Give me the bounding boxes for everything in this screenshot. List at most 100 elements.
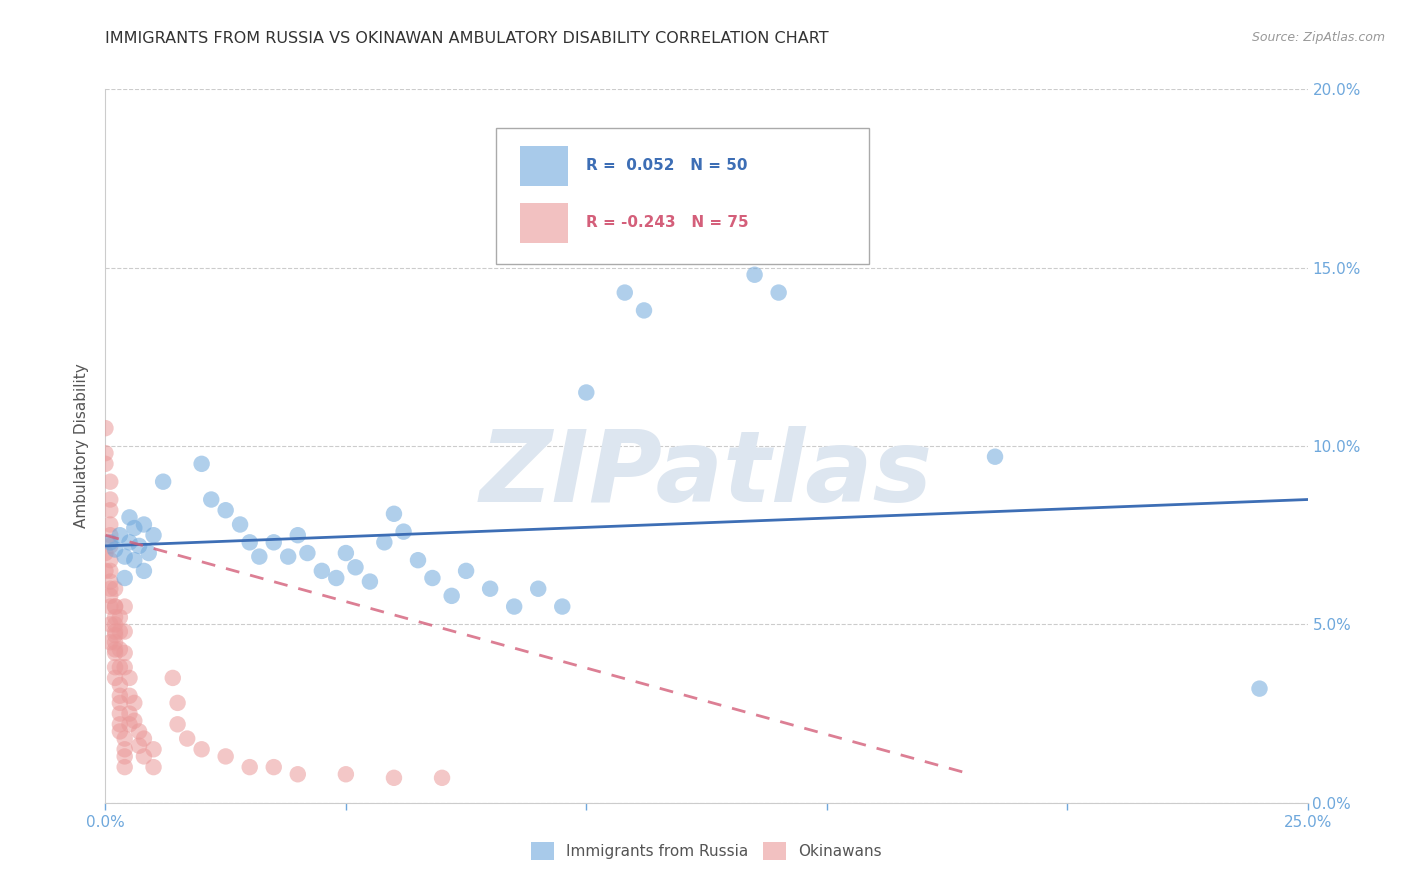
- Y-axis label: Ambulatory Disability: Ambulatory Disability: [75, 364, 90, 528]
- Point: [142, 528, 165, 542]
- Point: [104, 628, 127, 642]
- Point: [108, 660, 131, 674]
- Point: [104, 599, 127, 614]
- Point: [94, 446, 117, 460]
- Point: [479, 582, 502, 596]
- Point: [104, 635, 127, 649]
- Point: [287, 528, 309, 542]
- Point: [162, 671, 184, 685]
- Point: [344, 560, 367, 574]
- Point: [94, 421, 117, 435]
- Point: [118, 535, 141, 549]
- Point: [98, 535, 121, 549]
- Point: [104, 582, 127, 596]
- Point: [166, 717, 188, 731]
- Point: [108, 528, 131, 542]
- Point: [142, 760, 165, 774]
- Point: [176, 731, 198, 746]
- Point: [114, 624, 136, 639]
- Point: [311, 564, 333, 578]
- Point: [575, 385, 598, 400]
- Point: [744, 268, 766, 282]
- Point: [263, 760, 285, 774]
- Point: [98, 539, 121, 553]
- Point: [422, 571, 444, 585]
- Point: [392, 524, 415, 539]
- Point: [406, 553, 429, 567]
- Point: [1249, 681, 1271, 696]
- Point: [454, 564, 477, 578]
- Point: [768, 285, 790, 300]
- Point: [239, 760, 262, 774]
- Point: [98, 617, 121, 632]
- Point: [104, 671, 127, 685]
- Point: [373, 535, 395, 549]
- Point: [114, 742, 136, 756]
- Text: IMMIGRANTS FROM RUSSIA VS OKINAWAN AMBULATORY DISABILITY CORRELATION CHART: IMMIGRANTS FROM RUSSIA VS OKINAWAN AMBUL…: [105, 31, 830, 46]
- Legend: Immigrants from Russia, Okinawans: Immigrants from Russia, Okinawans: [524, 836, 889, 866]
- Point: [551, 599, 574, 614]
- Point: [98, 492, 121, 507]
- Point: [104, 617, 127, 632]
- Point: [124, 696, 146, 710]
- Point: [132, 749, 155, 764]
- Point: [98, 599, 121, 614]
- Point: [114, 549, 136, 564]
- Point: [118, 689, 141, 703]
- Point: [114, 599, 136, 614]
- Point: [98, 528, 121, 542]
- Point: [128, 724, 150, 739]
- Point: [239, 535, 262, 549]
- Point: [229, 517, 252, 532]
- Text: R =  0.052   N = 50: R = 0.052 N = 50: [586, 159, 748, 173]
- Point: [98, 574, 121, 589]
- Point: [98, 635, 121, 649]
- Point: [124, 521, 146, 535]
- Point: [108, 724, 131, 739]
- Point: [114, 646, 136, 660]
- Point: [335, 767, 357, 781]
- Point: [613, 285, 636, 300]
- Point: [108, 717, 131, 731]
- Point: [190, 742, 212, 756]
- Point: [132, 517, 155, 532]
- Point: [128, 539, 150, 553]
- Point: [98, 589, 121, 603]
- Point: [98, 553, 121, 567]
- Point: [132, 564, 155, 578]
- Point: [104, 646, 127, 660]
- Point: [108, 642, 131, 657]
- Point: [98, 564, 121, 578]
- Point: [214, 503, 236, 517]
- Point: [104, 542, 127, 557]
- Text: ZIPatlas: ZIPatlas: [479, 426, 934, 523]
- Point: [104, 624, 127, 639]
- Point: [108, 689, 131, 703]
- Point: [359, 574, 381, 589]
- Point: [166, 696, 188, 710]
- Text: Source: ZipAtlas.com: Source: ZipAtlas.com: [1251, 31, 1385, 45]
- Point: [104, 642, 127, 657]
- Point: [200, 492, 222, 507]
- Point: [527, 582, 550, 596]
- Point: [190, 457, 212, 471]
- Point: [98, 582, 121, 596]
- Point: [138, 546, 160, 560]
- Point: [132, 731, 155, 746]
- Point: [335, 546, 357, 560]
- Point: [118, 717, 141, 731]
- Point: [108, 706, 131, 721]
- Point: [696, 243, 718, 257]
- Point: [382, 507, 405, 521]
- Point: [104, 660, 127, 674]
- Point: [114, 749, 136, 764]
- Point: [430, 771, 453, 785]
- Point: [108, 696, 131, 710]
- Point: [98, 475, 121, 489]
- Point: [277, 549, 299, 564]
- Point: [114, 660, 136, 674]
- Point: [114, 731, 136, 746]
- Point: [297, 546, 319, 560]
- Point: [108, 678, 131, 692]
- Point: [114, 571, 136, 585]
